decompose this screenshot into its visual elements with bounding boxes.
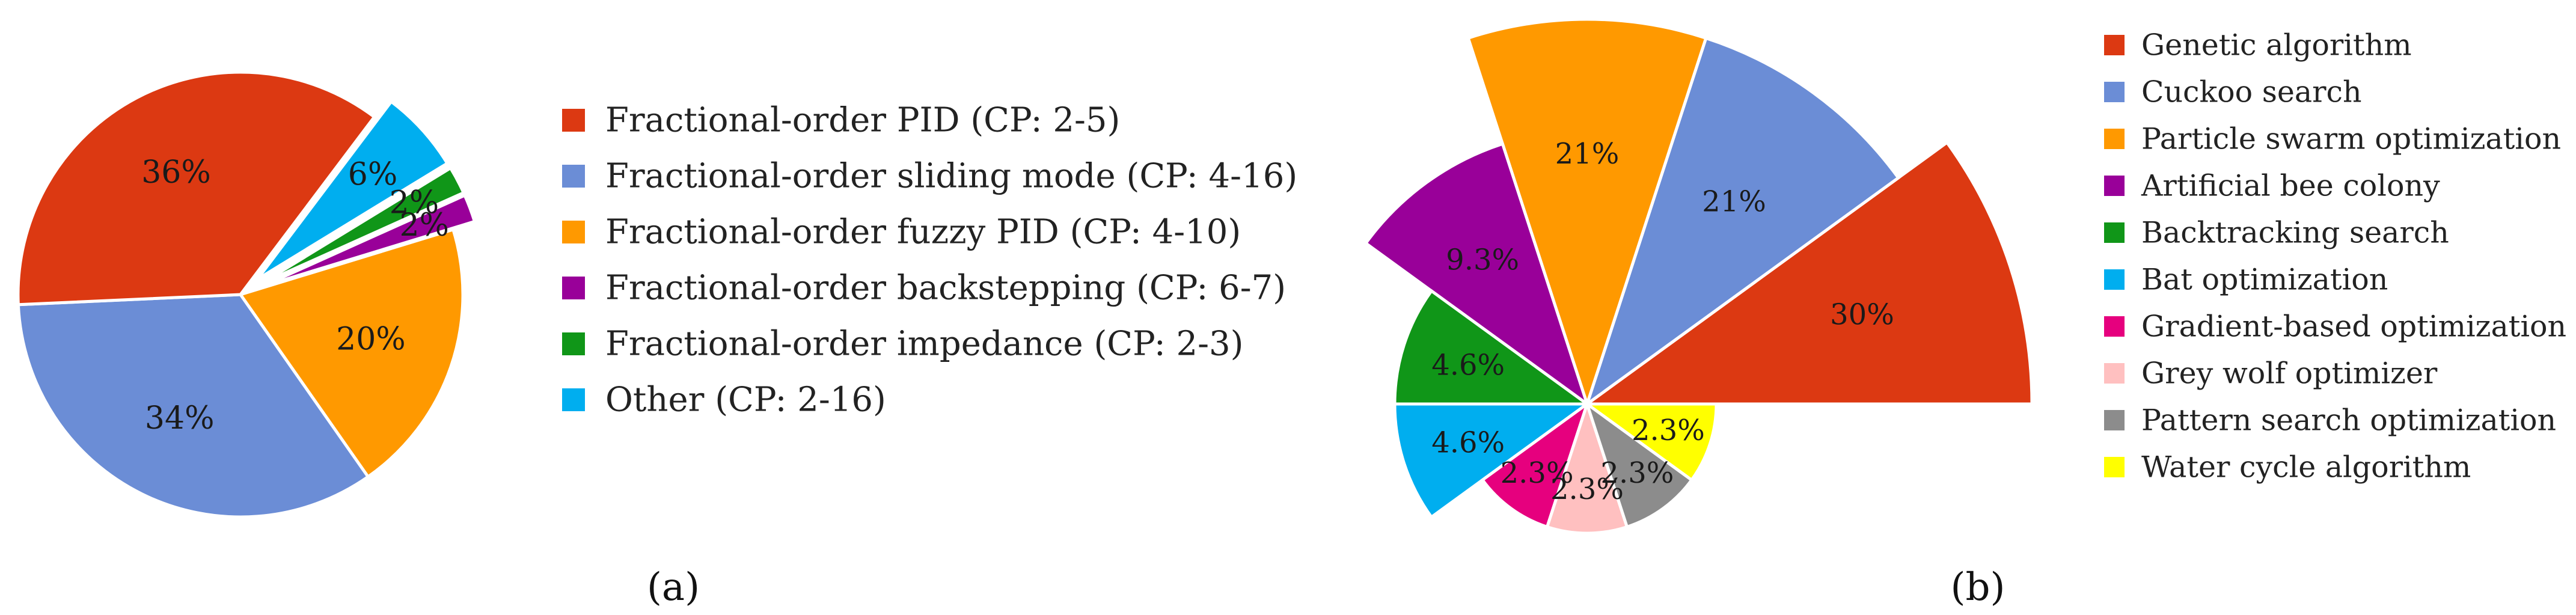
chart-b-slice-pattern-search-optimization xyxy=(1584,400,1694,529)
chart-b-legend-label-water-cycle-algorithm: Water cycle algorithm xyxy=(2141,450,2471,485)
chart-a-slice-other xyxy=(256,99,450,281)
chart-a-panel-label: (a) xyxy=(647,565,700,610)
chart-a-data-label-fractional-order-fuzzy-pid: 20% xyxy=(336,322,406,358)
chart-a-data-label-fractional-order-backstepping: 2% xyxy=(399,207,449,243)
chart-b-slice-labels: 30%21%21%9.3%4.6%4.6%2.3%2.3%2.3%2.3% xyxy=(1431,137,1894,506)
chart-b-slices xyxy=(1363,17,2034,535)
chart-a-legend-label-fractional-order-pid: Fractional-order PID (CP: 2-5) xyxy=(605,101,1120,140)
chart-b-slice-water-cycle-algorithm xyxy=(1582,402,1718,482)
chart-a-data-label-other: 6% xyxy=(348,156,398,192)
chart-b-data-label-pattern-search-optimization: 2.3% xyxy=(1600,456,1674,490)
chart-b-legend: Genetic algorithm Cuckoo search Particle s… xyxy=(2104,28,2566,485)
chart-a: 20% 34% 36% 6%2%2% Fractional-order PID (CP… xyxy=(16,70,1297,610)
chart-b-legend-swatch-particle-swarm-optimization xyxy=(2104,129,2125,149)
chart-a-legend-label-fractional-order-fuzzy-pid: Fractional-order fuzzy PID (CP: 4-10) xyxy=(605,213,1241,252)
chart-b-legend-swatch-bat-optimization xyxy=(2104,269,2125,290)
chart-a-data-label-fractional-order-impedance: 2% xyxy=(390,185,439,221)
chart-b-slice-grey-wolf-optimizer xyxy=(1545,399,1629,535)
chart-b-slice-genetic-algorithm xyxy=(1582,140,2034,406)
chart-b-data-label-gradient-based-optimization: 2.3% xyxy=(1501,456,1574,490)
chart-b-legend-swatch-cuckoo-search xyxy=(2104,82,2125,102)
chart-a-slice-fractional-order-sliding-mode xyxy=(16,293,370,519)
chart-b-legend-swatch-genetic-algorithm xyxy=(2104,35,2125,55)
chart-a-legend-label-fractional-order-backstepping: Fractional-order backstepping (CP: 6-7) xyxy=(605,269,1286,308)
chart-a-legend-label-other: Other (CP: 2-16) xyxy=(605,381,886,420)
chart-b-data-label-genetic-algorithm: 30% xyxy=(1830,298,1894,331)
chart-a-data-label-fractional-order-pid: 36% xyxy=(141,155,211,191)
chart-b-legend-label-backtracking-search: Backtracking search xyxy=(2141,216,2449,250)
chart-a-slice-fractional-order-fuzzy-pid xyxy=(237,227,465,479)
chart-a-legend-swatch-fractional-order-fuzzy-pid xyxy=(562,221,585,243)
chart-a-legend-swatch-fractional-order-impedance xyxy=(562,332,585,355)
chart-b-legend-label-genetic-algorithm: Genetic algorithm xyxy=(2141,28,2412,63)
chart-a-legend-label-fractional-order-sliding-mode: Fractional-order sliding mode (CP: 4-16) xyxy=(605,157,1297,196)
chart-a-legend-swatch-fractional-order-backstepping xyxy=(562,277,585,299)
chart-b-slice-artificial-bee-colony xyxy=(1363,142,1590,408)
chart-b-legend-swatch-gradient-based-optimization xyxy=(2104,316,2125,337)
chart-b-slice-bat-optimization xyxy=(1393,402,1592,519)
chart-b-legend-label-grey-wolf-optimizer: Grey wolf optimizer xyxy=(2141,356,2438,391)
chart-b-legend-label-particle-swarm-optimization: Particle swarm optimization xyxy=(2141,122,2561,156)
chart-a-slice-fractional-order-backstepping xyxy=(261,193,477,289)
chart-b-data-label-backtracking-search: 4.6% xyxy=(1431,349,1505,382)
chart-b-legend-label-gradient-based-optimization: Gradient-based optimization xyxy=(2141,310,2566,344)
chart-a-legend-swatch-fractional-order-pid xyxy=(562,109,585,132)
chart-b-data-label-grey-wolf-optimizer: 2.3% xyxy=(1550,473,1624,506)
chart-b-slice-cuckoo-search xyxy=(1584,36,1901,408)
chart-b-data-label-bat-optimization: 4.6% xyxy=(1431,426,1505,459)
chart-b-slice-particle-swarm-optimization xyxy=(1466,17,1708,409)
chart-b-legend-swatch-backtracking-search xyxy=(2104,222,2125,243)
chart-a-slice-labels: 20% 34% 36% 6%2%2% xyxy=(141,155,449,436)
chart-a-slices xyxy=(16,70,477,519)
chart-a-data-label-fractional-order-sliding-mode: 34% xyxy=(145,400,215,436)
chart-a-slice-fractional-order-pid xyxy=(16,70,377,307)
chart-b-legend-label-pattern-search-optimization: Pattern search optimization xyxy=(2141,403,2556,438)
chart-b-slice-backtracking-search xyxy=(1393,289,1592,406)
chart-b-legend-swatch-pattern-search-optimization xyxy=(2104,410,2125,430)
chart-b-legend-label-artificial-bee-colony: Artificial bee colony xyxy=(2141,169,2440,203)
chart-b-data-label-water-cycle-algorithm: 2.3% xyxy=(1632,414,1705,447)
chart-b-slice-gradient-based-optimization xyxy=(1480,400,1590,529)
chart-a-legend-label-fractional-order-impedance: Fractional-order impedance (CP: 2-3) xyxy=(605,325,1244,364)
chart-b-legend-label-cuckoo-search: Cuckoo search xyxy=(2141,75,2362,109)
chart-b-legend-swatch-artificial-bee-colony xyxy=(2104,176,2125,196)
chart-b: 30%21%21%9.3%4.6%4.6%2.3%2.3%2.3%2.3% Ge… xyxy=(1363,17,2566,610)
chart-b-data-label-cuckoo-search: 21% xyxy=(1702,185,1766,218)
chart-b-legend-label-bat-optimization: Bat optimization xyxy=(2141,263,2388,297)
chart-a-legend: Fractional-order PID (CP: 2-5) Fractional… xyxy=(562,101,1297,420)
chart-b-data-label-particle-swarm-optimization: 21% xyxy=(1555,137,1620,171)
chart-a-slice-fractional-order-impedance xyxy=(260,166,466,286)
chart-b-panel-label: (b) xyxy=(1951,565,2005,610)
chart-b-legend-swatch-water-cycle-algorithm xyxy=(2104,457,2125,477)
chart-a-legend-swatch-other xyxy=(562,388,585,411)
chart-b-legend-swatch-grey-wolf-optimizer xyxy=(2104,363,2125,384)
chart-a-legend-swatch-fractional-order-sliding-mode xyxy=(562,165,585,188)
chart-b-data-label-artificial-bee-colony: 9.3% xyxy=(1446,243,1519,277)
